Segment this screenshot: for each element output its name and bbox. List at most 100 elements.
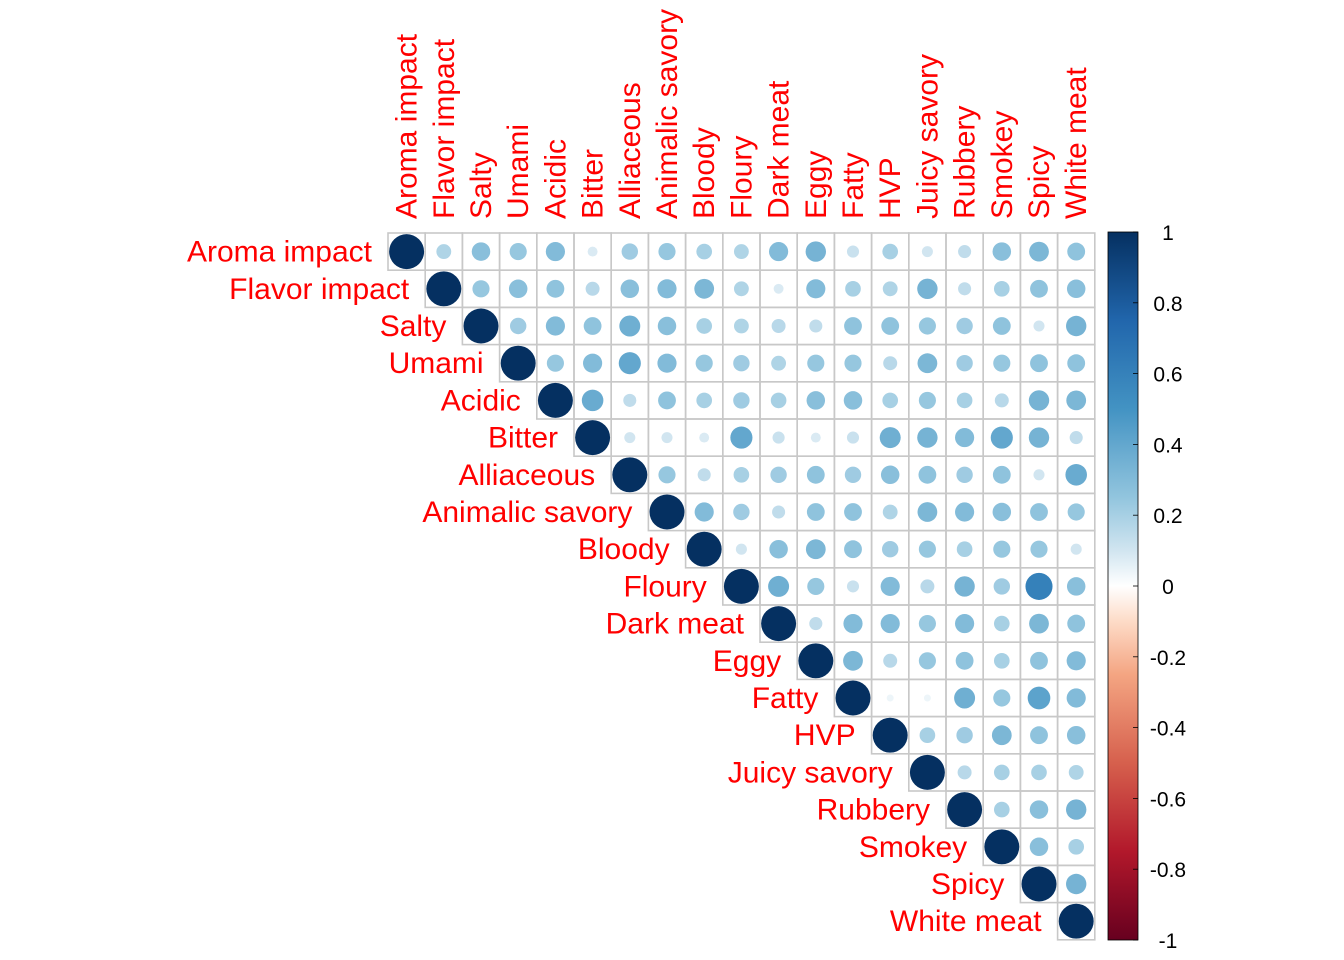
- corr-circle-flavor-impact-fatty: [845, 280, 861, 297]
- col-label-alliaceous: Alliaceous: [614, 82, 647, 219]
- corr-circle-fatty-spicy: [1027, 686, 1051, 710]
- corr-circle-flavor-impact-juicy-savory: [917, 278, 938, 299]
- corr-circle-salty-white-meat: [1066, 315, 1087, 337]
- corr-circle-aroma-impact-bloody: [696, 243, 713, 260]
- corr-circle-dark-meat-spicy: [1029, 613, 1049, 634]
- corr-circle-umami-smokey: [993, 354, 1011, 372]
- corr-circle-bitter-fatty: [846, 431, 860, 444]
- corr-circle-rubbery-rubbery: [947, 792, 983, 828]
- corr-circle-fatty-rubbery: [954, 687, 976, 709]
- corr-circle-flavor-impact-white-meat: [1066, 279, 1086, 299]
- row-label-rubbery: Rubbery: [817, 794, 930, 827]
- corr-circle-bitter-alliaceous: [624, 432, 636, 444]
- corr-circle-animalic-savory-animalic-savory: [649, 494, 685, 530]
- corr-circle-salty-dark-meat: [771, 319, 786, 333]
- corr-circle-flavor-impact-eggy: [806, 279, 826, 299]
- corr-circle-alliaceous-white-meat: [1065, 464, 1087, 486]
- corr-circle-spicy-white-meat: [1066, 873, 1087, 895]
- corr-circle-animalic-savory-smokey: [992, 502, 1012, 522]
- corr-circle-bitter-white-meat: [1069, 431, 1083, 445]
- legend-tick-label: 0: [1162, 576, 1174, 599]
- corr-circle-alliaceous-dark-meat: [770, 466, 787, 483]
- corr-circle-alliaceous-bloody: [697, 468, 711, 482]
- row-label-white-meat: White meat: [890, 905, 1042, 938]
- corr-circle-animalic-savory-hvp: [882, 504, 898, 520]
- corr-circle-hvp-juicy-savory: [919, 727, 936, 744]
- corr-circle-acidic-alliaceous: [623, 393, 637, 407]
- corr-circle-salty-animalic-savory: [657, 316, 677, 336]
- corr-circle-flavor-impact-salty: [472, 280, 490, 298]
- corr-circle-bloody-spicy: [1030, 540, 1048, 558]
- corr-circle-bloody-smokey: [993, 540, 1011, 558]
- grid-cells: [387, 232, 1096, 941]
- corr-circle-bloody-rubbery: [956, 541, 973, 558]
- correlation-circles: [389, 234, 1094, 939]
- corr-circle-salty-umami: [510, 317, 527, 335]
- corr-circle-bloody-floury: [735, 543, 747, 555]
- corr-circle-umami-spicy: [1030, 354, 1048, 373]
- corr-circle-rubbery-white-meat: [1066, 799, 1087, 820]
- corr-circle-umami-alliaceous: [618, 352, 641, 375]
- corr-circle-acidic-white-meat: [1066, 390, 1087, 411]
- corr-circle-bloody-juicy-savory: [918, 540, 936, 558]
- col-label-juicy-savory: Juicy savory: [911, 54, 944, 219]
- corr-circle-animalic-savory-eggy: [806, 503, 825, 521]
- corr-circle-floury-floury: [723, 568, 759, 604]
- col-label-flavor-impact: Flavor impact: [428, 38, 461, 219]
- corr-circle-floury-spicy: [1025, 572, 1053, 600]
- corr-circle-flavor-impact-alliaceous: [620, 279, 640, 299]
- corr-circle-floury-eggy: [807, 577, 825, 595]
- corr-circle-salty-salty: [463, 308, 499, 344]
- corr-circle-juicy-savory-smokey: [993, 764, 1010, 781]
- corr-circle-dark-meat-juicy-savory: [918, 615, 936, 633]
- corr-circle-salty-fatty: [844, 317, 862, 335]
- legend-tick-label: -0.6: [1150, 788, 1186, 811]
- corr-circle-dark-meat-dark-meat: [761, 606, 797, 642]
- corr-circle-salty-rubbery: [956, 317, 973, 335]
- corr-circle-alliaceous-spicy: [1033, 469, 1045, 481]
- corr-circle-umami-white-meat: [1067, 354, 1086, 373]
- legend-tick-label: 1: [1162, 222, 1174, 245]
- corr-circle-bitter-hvp: [879, 427, 901, 449]
- corr-circle-bloody-bloody: [686, 531, 722, 567]
- corr-circle-rubbery-spicy: [1029, 800, 1049, 819]
- corr-circle-juicy-savory-juicy-savory: [909, 754, 945, 790]
- legend-tick-label: -0.4: [1150, 718, 1187, 741]
- col-label-rubbery: Rubbery: [949, 106, 982, 219]
- col-label-floury: Floury: [725, 136, 758, 219]
- row-label-bloody: Bloody: [578, 533, 670, 566]
- corr-circle-eggy-hvp: [883, 653, 898, 668]
- corr-circle-alliaceous-rubbery: [956, 466, 973, 483]
- legend-tick-label: 0.8: [1153, 293, 1182, 316]
- corr-circle-eggy-fatty: [843, 650, 863, 671]
- corr-circle-salty-eggy: [809, 319, 823, 333]
- corr-circle-umami-acidic: [546, 354, 564, 372]
- corr-circle-animalic-savory-spicy: [1030, 503, 1048, 521]
- corr-circle-flavor-impact-umami: [508, 279, 528, 299]
- corr-circle-bitter-floury: [730, 426, 753, 449]
- corr-circle-hvp-spicy: [1030, 726, 1048, 745]
- corr-circle-eggy-smokey: [993, 652, 1010, 669]
- corr-circle-salty-alliaceous: [619, 315, 641, 337]
- corr-circle-flavor-impact-floury: [733, 281, 749, 297]
- corr-circle-hvp-white-meat: [1066, 725, 1086, 745]
- col-label-spicy: Spicy: [1023, 146, 1056, 219]
- row-label-salty: Salty: [380, 310, 447, 343]
- corr-circle-umami-bloody: [695, 354, 713, 372]
- corr-circle-umami-floury: [733, 355, 750, 372]
- corr-circle-alliaceous-smokey: [992, 465, 1011, 484]
- corr-circle-aroma-impact-juicy-savory: [921, 246, 933, 258]
- corr-circle-aroma-impact-salty: [471, 242, 491, 261]
- corr-circle-acidic-eggy: [806, 391, 826, 410]
- corr-circle-aroma-impact-hvp: [882, 243, 899, 260]
- col-label-dark-meat: Dark meat: [763, 80, 796, 219]
- corr-circle-bitter-animalic-savory: [661, 432, 673, 444]
- corr-circle-animalic-savory-bloody: [694, 502, 714, 522]
- corr-circle-alliaceous-floury: [733, 466, 750, 483]
- corr-circle-fatty-white-meat: [1066, 688, 1086, 708]
- corr-circle-flavor-impact-bitter: [585, 281, 600, 296]
- corr-circle-flavor-impact-flavor-impact: [426, 271, 462, 307]
- corr-circle-acidic-bitter: [581, 389, 604, 412]
- legend-tick-label: 0.4: [1153, 434, 1183, 457]
- row-label-fatty: Fatty: [752, 682, 819, 715]
